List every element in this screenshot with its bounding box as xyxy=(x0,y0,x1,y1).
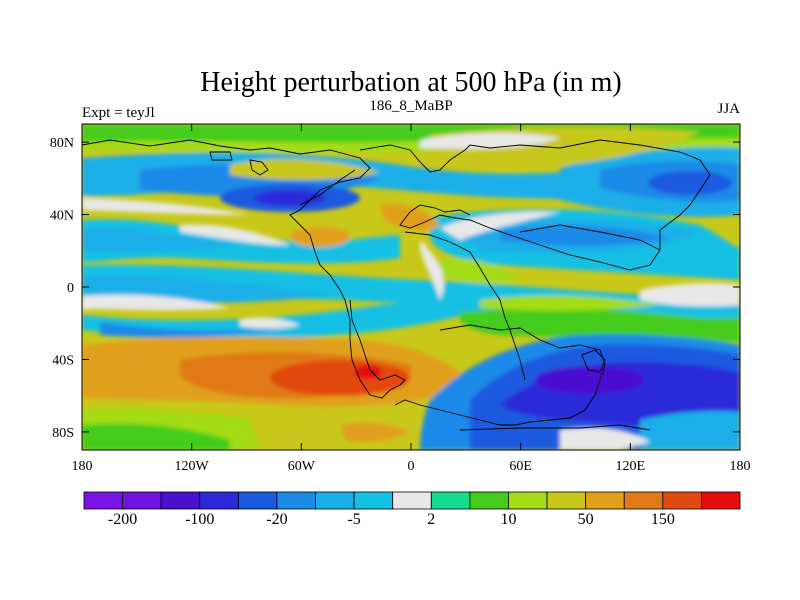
colorbar-label: 2 xyxy=(427,511,435,528)
y-tick-label: 40S xyxy=(52,353,74,368)
colorbar-swatch xyxy=(546,491,587,510)
colorbar-swatch xyxy=(237,491,278,510)
colorbar-swatch xyxy=(392,491,432,510)
colorbar: -200 -100 -20 -5 2 10 50 150 xyxy=(83,491,741,528)
left-subtitle: Expt = teyJl xyxy=(82,105,155,121)
y-tick-label: 80S xyxy=(52,426,74,441)
colorbar-label: -200 xyxy=(108,511,137,528)
y-tick-label: 80N xyxy=(50,136,74,151)
colorbar-swatch xyxy=(430,491,471,510)
colorbar-swatch xyxy=(199,491,239,510)
colorbar-swatch xyxy=(701,491,741,510)
x-tick-label: 180 xyxy=(72,459,93,474)
x-axis: 180 120W 60W 0 60E 120E 180 xyxy=(72,124,751,474)
contour-field xyxy=(82,124,740,450)
y-axis: 80N 40N 0 40S 80S xyxy=(50,136,740,441)
colorbar-swatch xyxy=(276,491,316,510)
colorbar-label: 50 xyxy=(578,511,594,528)
colorbar-label: 10 xyxy=(500,511,516,528)
center-subtitle: 186_8_MaBP xyxy=(369,98,452,114)
chart-title: Height perturbation at 500 hPa (in m) xyxy=(200,67,621,98)
x-tick-label: 0 xyxy=(408,459,415,474)
colorbar-label: -5 xyxy=(347,511,360,528)
y-tick-label: 0 xyxy=(67,281,74,296)
x-tick-label: 60E xyxy=(509,459,532,474)
x-tick-label: 120E xyxy=(616,459,646,474)
colorbar-swatch xyxy=(353,491,394,510)
x-tick-label: 180 xyxy=(730,459,751,474)
y-tick-label: 40N xyxy=(50,209,74,224)
colorbar-swatch xyxy=(623,491,664,510)
colorbar-label: -100 xyxy=(185,511,214,528)
contour-shapes xyxy=(82,124,740,450)
colorbar-swatch xyxy=(122,491,162,510)
right-subtitle: JJA xyxy=(717,101,740,117)
x-tick-label: 120W xyxy=(175,459,210,474)
colorbar-label: 150 xyxy=(651,511,675,528)
colorbar-swatch xyxy=(469,491,509,510)
colorbar-swatch xyxy=(83,491,123,510)
colorbar-swatch xyxy=(315,491,355,510)
x-tick-label: 60W xyxy=(288,459,316,474)
colorbar-swatch xyxy=(585,491,625,510)
colorbar-label: -20 xyxy=(266,511,287,528)
coastline-outlines xyxy=(82,139,711,431)
colorbar-swatch xyxy=(662,491,702,510)
colorbar-swatch xyxy=(508,491,548,510)
colorbar-swatch xyxy=(160,491,201,510)
